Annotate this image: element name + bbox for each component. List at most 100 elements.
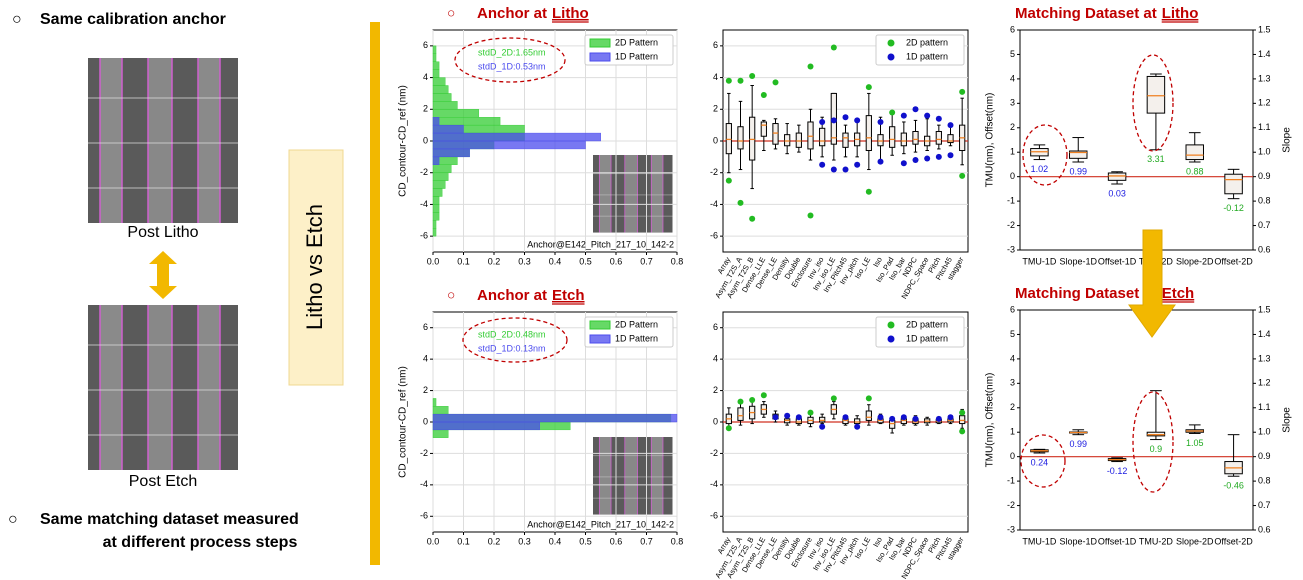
point [900, 414, 907, 421]
legend-box [875, 34, 965, 66]
hist-bar [432, 53, 437, 62]
y-tick-label: -6 [420, 231, 428, 241]
y-tick-label: 0 [713, 135, 718, 145]
box [795, 132, 802, 148]
y-tick-label: 6 [713, 40, 718, 50]
point [830, 395, 837, 402]
value-label: 0.88 [1186, 166, 1204, 176]
point [854, 117, 861, 124]
highlight-ellipse [454, 37, 566, 83]
x-tick-label: 0.6 [610, 536, 623, 546]
hist-bar [432, 140, 586, 150]
point [749, 397, 756, 403]
chart-title: Anchor at [477, 287, 547, 304]
x-tick-label: 0.1 [457, 256, 470, 266]
point [807, 212, 814, 219]
highlight-ellipse [462, 317, 568, 363]
value-label: 0.24 [1031, 457, 1049, 467]
y2-tick-label: 0.8 [1258, 195, 1271, 205]
box [725, 123, 732, 155]
y2-tick-label: 0.7 [1258, 500, 1271, 510]
x-tick-label: Slope-2D [1176, 536, 1214, 546]
value-label: 0.03 [1108, 188, 1126, 198]
hist-bar [432, 85, 449, 94]
point [959, 428, 966, 435]
point [760, 392, 767, 399]
left-panel: ○ Same calibration anchor Post Litho Pos… [8, 11, 380, 565]
point [842, 166, 849, 173]
y-tick-label: 6 [713, 322, 718, 332]
hist-bar [432, 69, 440, 78]
hist-bar [432, 172, 449, 181]
y-tick-label: 4 [1010, 73, 1015, 83]
y-tick-label: 0 [713, 416, 718, 426]
hist-bar [432, 93, 452, 102]
box [737, 407, 744, 421]
y-tick-label: -2 [710, 167, 718, 177]
x-tick-label: Offset-1D [1098, 256, 1137, 266]
x-tick-label: Offset-1D [1098, 536, 1137, 546]
x-tick-label: 0.7 [640, 536, 653, 546]
hist-bar [432, 204, 440, 213]
point [865, 84, 872, 91]
y2-tick-label: 0.7 [1258, 220, 1271, 230]
chart-title: Matching Dataset at [1015, 285, 1157, 302]
x-tick-label: Slope-1D [1059, 256, 1097, 266]
divider [370, 22, 380, 565]
y2-tick-label: 1.2 [1258, 378, 1271, 388]
value-label: 0.99 [1069, 166, 1087, 176]
point [924, 155, 931, 162]
footer: Anchor@E142_Pitch_217_10_142-2 [527, 239, 674, 249]
point [912, 106, 919, 113]
y-tick-label: 6 [423, 40, 428, 50]
point [889, 109, 896, 116]
y-axis-label: TMU(nm), Offset(nm) [985, 93, 996, 188]
y-tick-label: 6 [1010, 24, 1015, 34]
y-tick-label: 2 [713, 104, 718, 114]
down-arrow [1128, 229, 1176, 338]
hist-bar [432, 406, 449, 415]
point [889, 415, 896, 422]
bullet: Same calibration anchor [40, 11, 226, 28]
y2-tick-label: 0.9 [1258, 451, 1271, 461]
y-tick-label: -6 [710, 231, 718, 241]
y-tick-label: -3 [1007, 244, 1015, 254]
point [912, 157, 919, 164]
point [854, 423, 861, 430]
x-tick-label: 0.0 [427, 256, 440, 266]
point [877, 158, 884, 165]
legend-label: 2D pattern [906, 319, 948, 329]
x-tick-label: Offset-2D [1214, 256, 1253, 266]
caption: Post Litho [127, 224, 198, 241]
point [935, 153, 942, 160]
bullet-mark: ○ [12, 11, 22, 28]
y-tick-label: 4 [423, 354, 428, 364]
hist-bar [432, 109, 479, 118]
y2-tick-label: 1.5 [1258, 304, 1271, 314]
inset-image [592, 436, 673, 515]
hist-bar [432, 212, 440, 221]
hist-bar [432, 180, 446, 189]
hist-bar [432, 148, 470, 158]
y-tick-label: 0 [423, 416, 428, 426]
x-tick-label: Slope-2D [1176, 256, 1214, 266]
hist-bar [432, 196, 440, 205]
box [784, 134, 791, 147]
y-tick-label: 4 [1010, 353, 1015, 363]
point [725, 77, 732, 84]
sem-image [87, 57, 239, 224]
point [935, 115, 942, 122]
point [737, 398, 744, 405]
y2-tick-label: 0.6 [1258, 524, 1271, 534]
legend-label: 2D pattern [906, 37, 948, 47]
y-tick-label: 0 [423, 135, 428, 145]
hist-bar [432, 45, 437, 54]
x-tick-label: 0.3 [518, 256, 531, 266]
box [1146, 75, 1166, 114]
y2-tick-label: 1.2 [1258, 98, 1271, 108]
x-tick-label: 0.2 [488, 256, 501, 266]
x-tick-label: 0.5 [579, 536, 592, 546]
box [807, 121, 814, 150]
y-tick-label: -4 [710, 199, 718, 209]
